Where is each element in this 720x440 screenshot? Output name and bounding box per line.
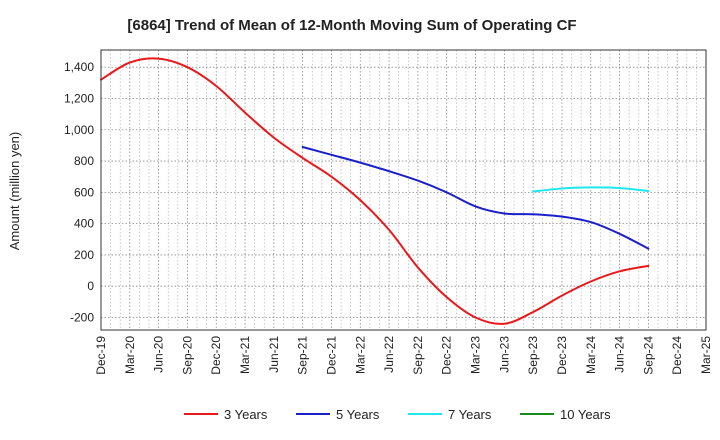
grid-lines	[100, 50, 707, 330]
x-tick-label: Jun-22	[382, 336, 396, 373]
y-tick-label: 1,000	[64, 123, 94, 137]
y-tick-labels: -200 0 200 400 600 800 1,000 1,200 1,400	[64, 60, 94, 324]
chart-title: [6864] Trend of Mean of 12-Month Moving …	[127, 17, 576, 34]
x-tick-label: Dec-19	[94, 336, 108, 375]
x-tick-label: Sep-24	[641, 336, 655, 375]
legend-label-2: 5 Years	[336, 407, 380, 422]
y-tick-label: 200	[74, 248, 94, 262]
series-line-1	[100, 57, 650, 325]
y-tick-label: 800	[74, 154, 94, 168]
legend-label-1: 3 Years	[224, 407, 268, 422]
series-line-3	[532, 186, 650, 193]
x-tick-label: Mar-22	[353, 336, 367, 374]
x-tick-label: Jun-20	[152, 336, 166, 373]
y-tick-label: 600	[74, 185, 94, 199]
y-tick-label: 0	[87, 279, 94, 293]
x-tick-label: Jun-21	[267, 336, 281, 373]
x-tick-label: Dec-21	[324, 336, 338, 375]
x-tick-label: Mar-20	[123, 336, 137, 374]
x-tick-label: Sep-22	[411, 336, 425, 375]
x-tick-label: Sep-23	[526, 336, 540, 375]
legend-label-4: 10 Years	[560, 407, 611, 422]
x-tick-label: Jun-23	[497, 336, 511, 373]
x-tick-label: Sep-21	[296, 336, 310, 375]
x-tick-label: Dec-24	[670, 336, 684, 375]
x-tick-label: Dec-23	[555, 336, 569, 375]
x-tick-label: Dec-22	[440, 336, 454, 375]
x-tick-label: Sep-20	[180, 336, 194, 375]
x-tick-label: Mar-21	[238, 336, 252, 374]
legend: 3 Years 5 Years 7 Years 10 Years	[184, 407, 611, 422]
x-tick-label: Mar-24	[584, 336, 598, 374]
y-tick-label: -200	[70, 310, 94, 324]
y-tick-label: 400	[74, 217, 94, 231]
y-axis-label: Amount (million yen)	[7, 132, 22, 251]
plot-area-border	[100, 49, 707, 331]
legend-label-3: 7 Years	[448, 407, 492, 422]
x-tick-label: Mar-23	[469, 336, 483, 374]
x-tick-labels: Dec-19 Mar-20 Jun-20 Sep-20 Dec-20 Mar-21 Jun-…	[94, 336, 713, 375]
x-tick-label: Mar-25	[699, 336, 713, 374]
y-tick-label: 1,400	[64, 60, 94, 74]
series-line-2	[301, 145, 650, 250]
series-lines	[100, 57, 650, 325]
x-tick-label: Dec-20	[209, 336, 223, 375]
x-tick-label: Jun-24	[613, 336, 627, 373]
y-tick-label: 1,200	[64, 91, 94, 105]
